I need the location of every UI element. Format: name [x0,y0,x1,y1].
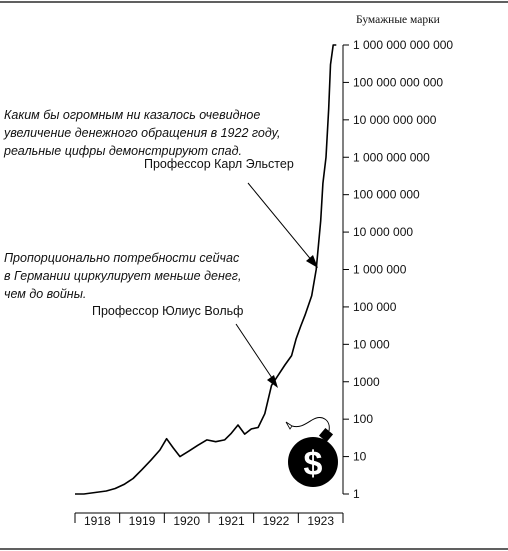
x-tick-label: 1919 [129,514,156,528]
x-tick-label: 1921 [218,514,245,528]
quote-elster: Каким бы огромным ни казалось очевидное … [4,108,281,158]
y-tick-label: 100 [353,412,373,426]
y-tick-label: 10 000 000 000 [353,113,437,127]
author-elster: Профессор Карл Эльстер [144,157,294,171]
x-tick-label: 1923 [307,514,334,528]
y-axis: 1 10 100 1000 10 000 100 000 1 000 000 10 000 0… [342,38,453,501]
y-tick-label: 100 000 [353,300,397,314]
y-tick-label: 100 000 000 [353,188,420,202]
y-tick-label: 100 000 000 000 [353,75,443,89]
y-tick-label: 10 000 [353,337,390,351]
x-axis: 1918 1919 1920 1921 1922 1923 [74,512,344,528]
author-wolf: Профессор Юлиус Вольф [92,304,244,318]
series-line-money-supply [75,44,337,495]
y-tick-label: 10 [353,450,367,464]
y-tick-label: 10 000 000 [353,225,413,239]
svg-text:$: $ [304,445,323,483]
y-tick-label: 1 000 000 000 [353,150,430,164]
x-tick-label: 1918 [84,514,111,528]
y-tick-label: 1 000 000 [353,263,407,277]
quote-wolf: Пропорционально потребности сейчас в Гер… [4,251,242,301]
y-tick-label: 1 000 000 000 000 [353,38,453,52]
y-tick-label: 1 [353,487,360,501]
bomb-dollar-icon: $ [285,417,338,487]
arrow-wolf [235,323,278,388]
arrow-elster [247,182,318,268]
x-tick-label: 1920 [173,514,200,528]
y-tick-label: 1000 [353,375,380,389]
y-axis-unit-title: Бумажные марки [356,14,440,26]
x-tick-label: 1922 [263,514,290,528]
